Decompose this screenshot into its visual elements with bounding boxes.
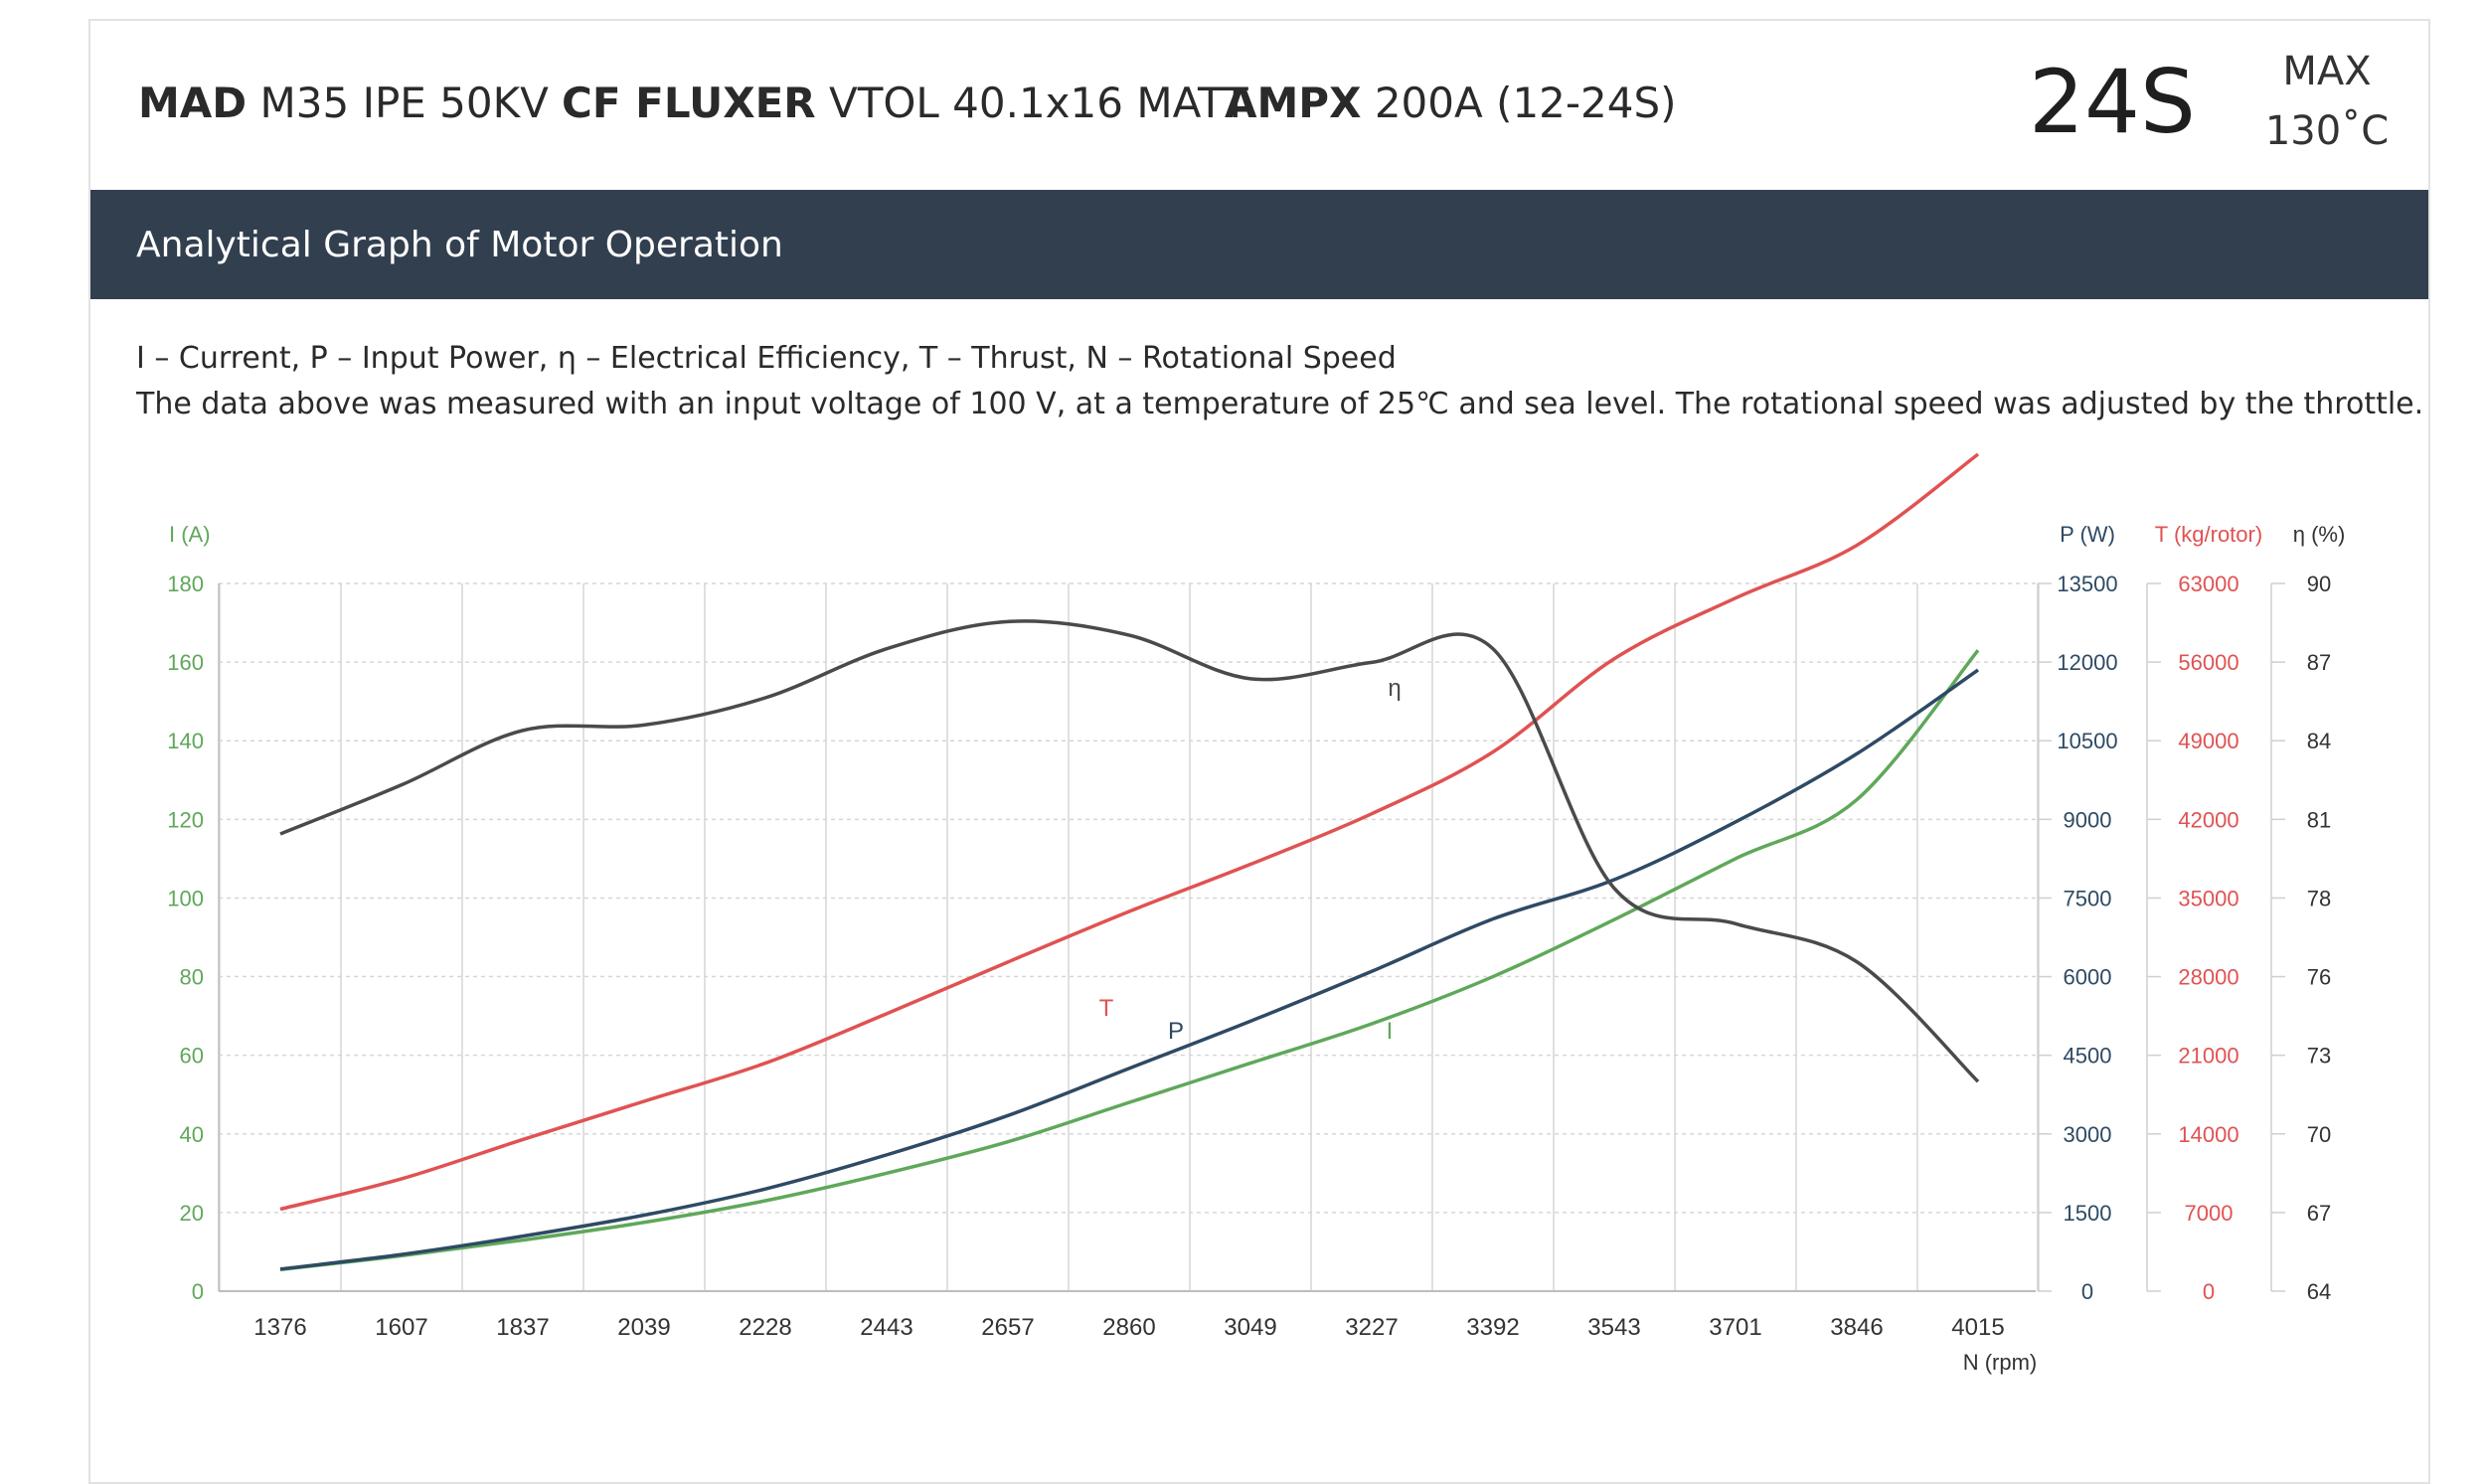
product-card: MAD M35 IPE 50KV CF FLUXER VTOL 40.1x16 … xyxy=(88,19,2430,1484)
t-axis-tick-label: 49000 xyxy=(2178,729,2238,753)
legend-description: I – Current, P – Input Power, η – Electr… xyxy=(136,341,1397,376)
x-tick-label: 2039 xyxy=(617,1314,670,1341)
series-label-eta: η xyxy=(1388,675,1401,702)
eta-axis-tick-label: 81 xyxy=(2307,807,2331,832)
p-axis-tick-label: 13500 xyxy=(2057,572,2117,596)
propeller-model: VTOL 40.1x16 MATT xyxy=(828,79,1248,127)
t-axis-tick-label: 63000 xyxy=(2178,572,2238,596)
eta-axis-tick-label: 84 xyxy=(2307,729,2331,753)
eta-axis-tick-label: 87 xyxy=(2307,650,2331,675)
x-tick-label: 1376 xyxy=(253,1314,306,1341)
i-axis-tick-label: 0 xyxy=(192,1279,204,1304)
p-axis-tick-label: 12000 xyxy=(2057,650,2117,675)
max-temp-value: 130˚C xyxy=(2264,108,2390,154)
x-tick-label: 3049 xyxy=(1224,1314,1276,1341)
series-line-i xyxy=(279,649,1980,1271)
p-axis-tick-label: 1500 xyxy=(2064,1201,2112,1226)
t-axis-tick-label: 7000 xyxy=(2185,1201,2234,1226)
series-line-p xyxy=(279,668,1979,1271)
x-tick-label: 2228 xyxy=(739,1314,791,1341)
t-axis-tick-label: 21000 xyxy=(2178,1044,2238,1069)
section-title: Analytical Graph of Motor Operation xyxy=(136,225,783,265)
motor-model: M35 IPE 50KV xyxy=(259,79,549,127)
eta-axis-title: η (%) xyxy=(2293,522,2346,547)
t-axis-tick-label: 35000 xyxy=(2178,886,2238,910)
p-axis-tick-label: 6000 xyxy=(2064,965,2112,990)
i-axis-tick-label: 160 xyxy=(167,650,204,675)
eta-axis-tick-label: 90 xyxy=(2307,572,2331,596)
p-axis-tick-label: 7500 xyxy=(2064,886,2112,910)
series-line-eta xyxy=(279,619,1980,1083)
eta-axis-tick-label: 76 xyxy=(2307,965,2331,990)
x-tick-label: 3227 xyxy=(1345,1314,1398,1341)
x-tick-label: 2860 xyxy=(1102,1314,1155,1341)
i-axis-title: I (A) xyxy=(169,522,211,547)
measurement-note: The data above was measured with an inpu… xyxy=(136,387,2424,421)
p-axis-tick-label: 9000 xyxy=(2064,807,2112,832)
t-axis-tick-label: 28000 xyxy=(2178,965,2238,990)
p-axis-tick-label: 3000 xyxy=(2064,1122,2112,1147)
i-axis-tick-label: 120 xyxy=(167,807,204,832)
t-axis-tick-label: 42000 xyxy=(2178,807,2238,832)
eta-axis-tick-label: 78 xyxy=(2307,886,2331,910)
eta-axis-tick-label: 67 xyxy=(2307,1201,2331,1226)
p-axis-title: P (W) xyxy=(2060,522,2115,547)
chart-labels: 0 20 40 60 80 100 120 140 160 180 I (A) 0 1500 3000 45… xyxy=(167,522,2345,1375)
x-tick-label: 3701 xyxy=(1709,1314,1761,1341)
chart-axes xyxy=(218,582,2285,1292)
t-axis-tick-label: 0 xyxy=(2203,1279,2215,1304)
i-axis-tick-label: 180 xyxy=(167,572,204,596)
voltage-badge: 24S xyxy=(2029,51,2196,153)
p-axis-tick-label: 4500 xyxy=(2064,1044,2112,1069)
x-tick-label: 1837 xyxy=(496,1314,549,1341)
max-temp-label: MAX xyxy=(2282,49,2372,94)
i-axis-tick-label: 100 xyxy=(167,886,204,910)
i-axis-tick-label: 40 xyxy=(180,1122,204,1147)
p-axis-tick-label: 0 xyxy=(2081,1279,2093,1304)
p-axis-tick-label: 10500 xyxy=(2057,729,2117,753)
eta-axis-tick-label: 73 xyxy=(2307,1044,2331,1069)
x-tick-label: 3392 xyxy=(1466,1314,1519,1341)
eta-axis-tick-label: 64 xyxy=(2307,1279,2331,1304)
esc-model: 200A (12-24S) xyxy=(1374,79,1677,127)
t-axis-title: T (kg/rotor) xyxy=(2155,522,2262,547)
series-label-i: I xyxy=(1387,1018,1394,1045)
i-axis-tick-label: 20 xyxy=(180,1201,204,1226)
t-axis-tick-label: 56000 xyxy=(2178,650,2238,675)
chart-grid xyxy=(219,582,2040,1292)
propeller-brand: CF FLUXER xyxy=(562,79,816,127)
product-esc: AMPX 200A (12-24S) xyxy=(1225,79,1677,127)
chart-series xyxy=(279,452,1980,1271)
product-propeller: CF FLUXER VTOL 40.1x16 MATT xyxy=(562,79,1248,127)
series-line-t xyxy=(279,452,1980,1212)
x-tick-label: 1607 xyxy=(375,1314,427,1341)
series-label-p: P xyxy=(1168,1018,1184,1045)
t-axis-tick-label: 14000 xyxy=(2178,1122,2238,1147)
x-tick-label: 2657 xyxy=(981,1314,1034,1341)
i-axis-tick-label: 140 xyxy=(167,729,204,753)
i-axis-tick-label: 80 xyxy=(180,965,204,990)
x-axis-title: N (rpm) xyxy=(1963,1350,2038,1375)
motor-brand: MAD xyxy=(138,79,248,127)
x-tick-label: 4015 xyxy=(1951,1314,2004,1341)
eta-axis-tick-label: 70 xyxy=(2307,1122,2331,1147)
esc-brand: AMPX xyxy=(1225,79,1362,127)
product-title-bar: MAD M35 IPE 50KV CF FLUXER VTOL 40.1x16 … xyxy=(90,21,2428,190)
series-label-t: T xyxy=(1099,995,1114,1022)
x-tick-label: 2443 xyxy=(860,1314,912,1341)
product-motor: MAD M35 IPE 50KV xyxy=(138,79,549,127)
section-header: Analytical Graph of Motor Operation xyxy=(90,190,2428,299)
x-tick-label: 3543 xyxy=(1587,1314,1640,1341)
i-axis-tick-label: 60 xyxy=(180,1044,204,1069)
x-tick-label: 3846 xyxy=(1830,1314,1883,1341)
